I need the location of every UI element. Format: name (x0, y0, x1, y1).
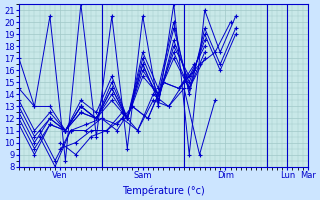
X-axis label: Température (°c): Température (°c) (122, 185, 205, 196)
